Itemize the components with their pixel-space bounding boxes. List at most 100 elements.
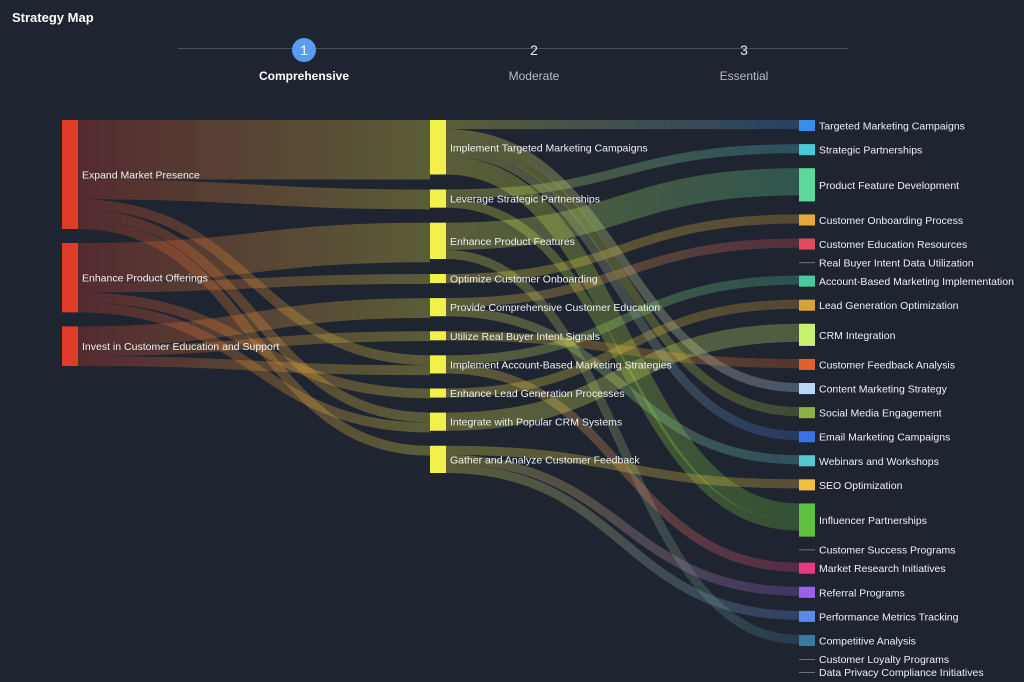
link-c-m7[interactable] (77, 356, 431, 376)
node-m5[interactable] (430, 298, 446, 317)
link-m4-e4[interactable] (445, 214, 800, 284)
link-m1-e13[interactable] (445, 147, 800, 441)
node-e13[interactable] (799, 431, 815, 443)
node-label-e18: Market Research Initiatives (819, 563, 946, 575)
node-label-e17: Customer Success Programs (819, 545, 956, 557)
link-m1-e11[interactable] (445, 129, 800, 393)
node-label-m9: Integrate with Popular CRM Systems (450, 417, 622, 429)
link-a-m10[interactable] (77, 219, 431, 456)
node-label-e13: Email Marketing Campaigns (819, 432, 950, 444)
node-label-e23: Data Privacy Compliance Initiatives (819, 667, 984, 679)
node-e3[interactable] (799, 168, 815, 202)
node-label-e19: Referral Programs (819, 587, 905, 599)
node-label-e3: Product Feature Development (819, 180, 959, 192)
node-c[interactable] (62, 326, 78, 366)
node-e23[interactable] (799, 672, 815, 673)
node-e22[interactable] (799, 659, 815, 660)
node-a[interactable] (62, 120, 78, 229)
nodes-layer: Expand Market Presence Enhance Product Of… (62, 120, 1014, 679)
link-c-m5[interactable] (77, 298, 431, 347)
link-m10-e19[interactable] (445, 454, 800, 596)
node-e1[interactable] (799, 120, 815, 132)
link-c-m6[interactable] (77, 331, 431, 357)
node-label-m5: Provide Comprehensive Customer Education (450, 302, 660, 314)
node-label-m6: Utilize Real Buyer Intent Signals (450, 331, 600, 343)
node-e14[interactable] (799, 455, 815, 467)
node-m1[interactable] (430, 120, 446, 175)
node-e10[interactable] (799, 358, 815, 370)
node-m10[interactable] (430, 445, 446, 473)
node-label-e1: Targeted Marketing Campaigns (819, 121, 965, 133)
step-label: Essential (719, 69, 769, 83)
node-e20[interactable] (799, 610, 815, 622)
step-essential[interactable]: 3 Essential (664, 38, 824, 83)
node-label-m7: Implement Account-Based Marketing Strate… (450, 359, 672, 371)
node-label-e14: Webinars and Workshops (819, 456, 939, 468)
node-label-e22: Customer Loyalty Programs (819, 654, 949, 666)
node-m2[interactable] (430, 189, 446, 208)
step-number: 2 (530, 42, 538, 58)
node-e17[interactable] (799, 549, 815, 551)
node-e15[interactable] (799, 479, 815, 491)
link-m10-e20[interactable] (445, 463, 800, 620)
node-label-m4: Optimize Customer Onboarding (450, 274, 598, 286)
node-b[interactable] (62, 243, 78, 313)
node-e4[interactable] (799, 214, 815, 226)
node-m6[interactable] (430, 331, 446, 341)
link-m7-e7[interactable] (445, 275, 800, 365)
step-label: Moderate (508, 69, 560, 83)
node-label-m10: Gather and Analyze Customer Feedback (450, 454, 640, 466)
node-label-e15: SEO Optimization (819, 480, 903, 492)
node-e21[interactable] (799, 634, 815, 646)
node-label-e5: Customer Education Resources (819, 239, 967, 251)
node-label-e16: Influencer Partnerships (819, 515, 927, 527)
node-e7[interactable] (799, 275, 815, 287)
node-m8[interactable] (430, 388, 446, 398)
node-label-b: Enhance Product Offerings (82, 273, 208, 285)
node-label-e12: Social Media Engagement (819, 408, 942, 420)
node-e12[interactable] (799, 407, 815, 419)
node-e8[interactable] (799, 299, 815, 311)
node-m4[interactable] (430, 274, 446, 284)
node-label-m1: Implement Targeted Marketing Campaigns (450, 142, 648, 154)
node-label-e11: Content Marketing Strategy (819, 384, 948, 396)
node-e2[interactable] (799, 144, 815, 156)
node-e18[interactable] (799, 562, 815, 574)
node-label-a: Expand Market Presence (82, 170, 200, 182)
node-label-e21: Competitive Analysis (819, 635, 916, 647)
step-number: 3 (740, 42, 748, 58)
node-m3[interactable] (430, 222, 446, 259)
node-label-e7: Account-Based Marketing Implementation (819, 276, 1014, 288)
node-label-e2: Strategic Partnerships (819, 145, 922, 157)
link-m1-e16[interactable] (445, 156, 800, 522)
stepper-track (178, 48, 848, 49)
node-label-e10: Customer Feedback Analysis (819, 359, 955, 371)
link-m3-e3[interactable] (445, 168, 800, 250)
node-label-e8: Lead Generation Optimization (819, 300, 959, 312)
page-title: Strategy Map (12, 10, 94, 25)
node-e11[interactable] (799, 383, 815, 395)
link-m9-e9[interactable] (445, 323, 800, 431)
step-number: 1 (292, 38, 316, 62)
node-e19[interactable] (799, 586, 815, 598)
link-m2-e2[interactable] (445, 144, 800, 199)
step-moderate[interactable]: 2 Moderate (454, 38, 614, 83)
node-label-e4: Customer Onboarding Process (819, 215, 963, 227)
link-m5-e5[interactable] (445, 238, 800, 308)
node-label-m3: Enhance Product Features (450, 236, 575, 248)
node-e5[interactable] (799, 238, 815, 250)
node-e9[interactable] (799, 323, 815, 346)
link-a-m2[interactable] (77, 179, 431, 210)
node-e16[interactable] (799, 503, 815, 537)
node-label-e9: CRM Integration (819, 330, 896, 342)
node-m7[interactable] (430, 355, 446, 374)
step-comprehensive[interactable]: 1 Comprehensive (224, 38, 384, 83)
node-e6[interactable] (799, 262, 815, 264)
node-m9[interactable] (430, 412, 446, 431)
node-label-e20: Performance Metrics Tracking (819, 611, 959, 623)
link-b-m3[interactable] (77, 222, 431, 283)
link-b-m4[interactable] (77, 274, 431, 293)
link-m8-e8[interactable] (445, 299, 800, 398)
link-m10-e15[interactable] (445, 445, 800, 489)
